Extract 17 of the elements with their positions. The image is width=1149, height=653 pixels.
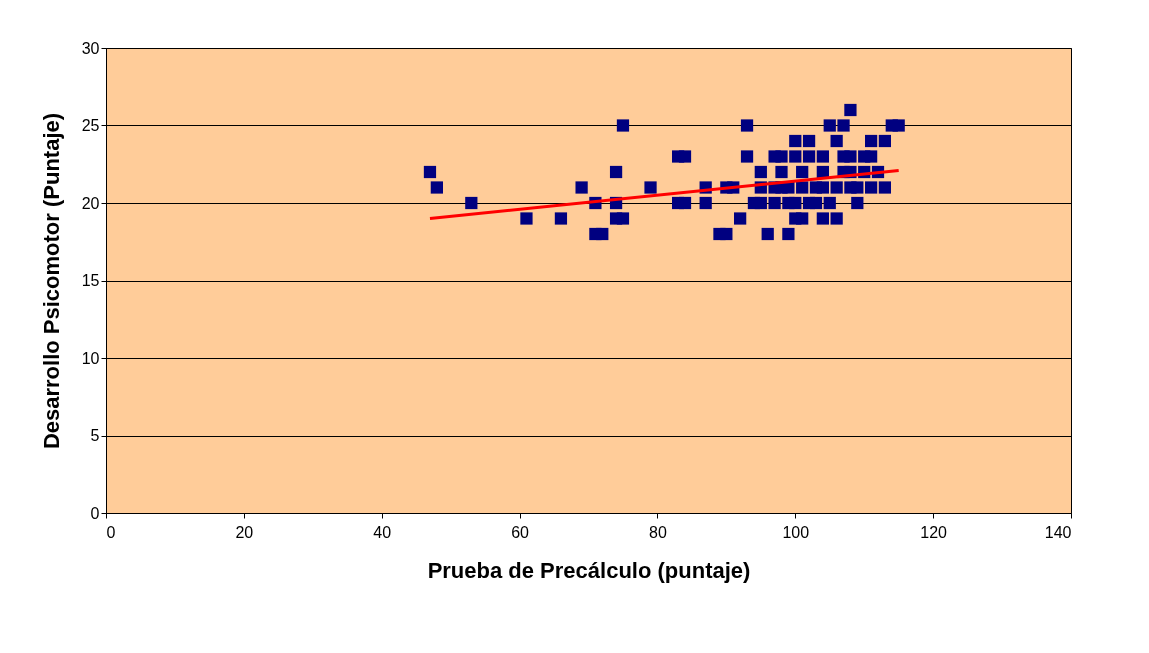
y-tick-label: 30 — [81, 39, 100, 57]
y-tick-label: 5 — [90, 427, 100, 444]
x-tick-label: 120 — [920, 523, 948, 541]
y-tick-label: 15 — [81, 272, 100, 289]
y-tick-label: 10 — [81, 349, 100, 367]
y-tick-label: 20 — [81, 194, 100, 212]
x-axis-title: Prueba de Precálculo (puntaje) — [427, 557, 751, 583]
x-tick-label: 20 — [235, 523, 254, 541]
y-tick-label: 25 — [81, 117, 100, 134]
x-tick-label: 0 — [106, 523, 116, 541]
x-tick-label: 100 — [782, 523, 810, 541]
x-tick-label: 40 — [373, 523, 392, 541]
x-tick-label: 140 — [1044, 523, 1072, 541]
y-tick-label: 0 — [90, 504, 100, 522]
y-axis-title: Desarrollo Psicomotor (Puntaje) — [38, 112, 64, 450]
x-tick-label: 60 — [511, 523, 530, 541]
x-tick-label: 80 — [649, 523, 667, 541]
